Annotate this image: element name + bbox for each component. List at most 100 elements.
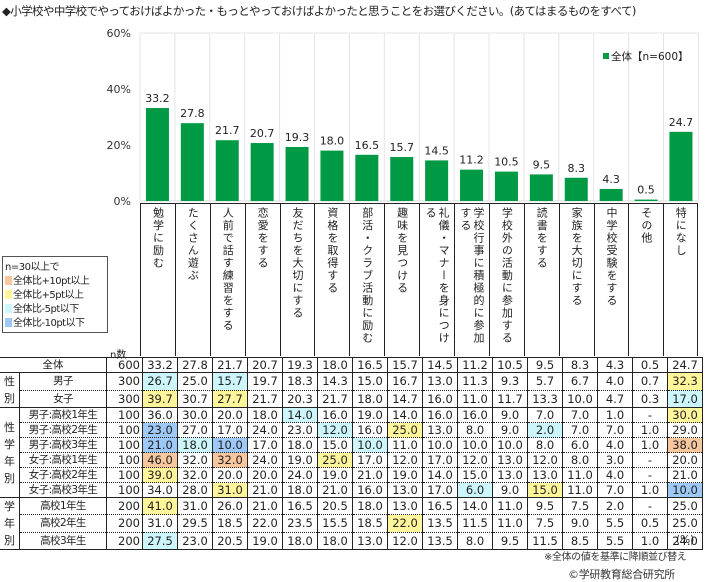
value-cell: 18.0	[282, 482, 318, 498]
value-cell: 33.2	[142, 357, 178, 373]
bar-chart: 0% 20% 40% 60% 33.2 27.8 21.7 20.7 19.3 18.0 16.5…	[107, 27, 699, 208]
value-cell: 30.0	[667, 407, 703, 423]
n-count: 100	[106, 482, 143, 498]
value-cell: 11.0	[562, 467, 598, 483]
value-cell: 20.7	[247, 357, 283, 373]
value-cell: 10.0	[457, 437, 493, 453]
value-cell: 11.2	[457, 357, 493, 373]
n-count: 300	[106, 372, 143, 390]
group-label-text: 性別	[4, 375, 15, 405]
value-cell: 14.0	[387, 407, 423, 423]
value-cell: 7.0	[562, 422, 598, 438]
value-cell: 11.0	[492, 496, 528, 515]
value-cell: 10.0	[212, 437, 248, 453]
value-cell: 6.0	[562, 437, 598, 453]
category-label: 学校行事に積極的に参加する	[454, 204, 489, 356]
value-cell: 7.0	[527, 407, 563, 423]
value-cell: 24.0	[667, 531, 703, 551]
table-row: 高校2年生 200 31.0 29.5 18.5 22.0 23.5 15.5 18.5 22.0…	[0, 514, 703, 533]
bar-value-label: 9.5	[533, 158, 551, 171]
value-cell: 16.0	[422, 389, 458, 408]
value-cell: 9.5	[527, 496, 563, 515]
n-count: 200	[106, 531, 143, 551]
value-cell: 8.3	[562, 357, 598, 373]
row-label: 男子	[19, 372, 107, 390]
value-cell: 14.0	[422, 467, 458, 483]
bar-value-label: 8.3	[568, 162, 586, 175]
bar-value-label: 10.5	[494, 156, 519, 169]
value-cell: 11.0	[387, 437, 423, 453]
value-cell: 19.0	[247, 531, 283, 551]
value-cell: 16.5	[352, 357, 388, 373]
sort-note: ※全体の値を基準に降順並び替え	[544, 552, 687, 563]
key-label: 全体比+5pt以上	[13, 290, 84, 301]
value-cell: 23.0	[142, 422, 178, 438]
table-row: 男子:高校2年生 100 23.0 27.0 17.0 24.0 23.0 12.0 16.0 2…	[0, 422, 703, 438]
value-cell: 23.0	[177, 531, 213, 551]
value-cell: 21.0	[247, 482, 283, 498]
value-cell: 11.3	[457, 372, 493, 390]
value-cell: 21.0	[317, 482, 353, 498]
value-cell: 19.0	[387, 467, 423, 483]
value-cell: 32.0	[212, 452, 248, 468]
row-label: 高校3年生	[19, 531, 107, 551]
table-row: 全体 600 33.2 27.8 21.7 20.7 19.3 18.0 16.5 15.7 14.…	[0, 357, 703, 373]
chart-legend: 全体【n=600】	[603, 49, 689, 64]
value-cell: 17.0	[667, 389, 703, 408]
row-label: 高校1年生	[19, 496, 107, 515]
value-cell: 24.0	[247, 452, 283, 468]
value-cell: 14.0	[457, 496, 493, 515]
group-label: 性別	[0, 372, 20, 408]
category-text: 趣味を見つける	[395, 207, 409, 295]
category-text: 勉学に励む	[151, 207, 165, 270]
value-cell: 18.0	[352, 496, 388, 515]
category-text: 恋愛をする	[256, 207, 270, 270]
value-cell: 16.0	[422, 407, 458, 423]
value-cell: 7.0	[562, 407, 598, 423]
value-cell: 20.0	[667, 452, 703, 468]
survey-question-title: ◆小学校や中学校でやっておけばよかった・もっとやっておけばよかったと思うことをお…	[2, 4, 636, 18]
value-cell: 2.0	[527, 422, 563, 438]
bar	[494, 171, 518, 201]
category-text: 中学校受験をする	[605, 207, 619, 307]
value-cell: 29.5	[177, 514, 213, 533]
table-row: 女子:高校2年生 100 39.0 32.0 20.0 20.0 24.0 19.0 21.0 1…	[0, 467, 703, 483]
group-label-text: 性学年別	[4, 420, 15, 485]
bar	[564, 177, 588, 201]
value-cell: 13.0	[492, 467, 528, 483]
value-cell: 11.7	[492, 389, 528, 408]
value-cell: 2.0	[597, 496, 633, 515]
value-cell: 0.7	[632, 372, 668, 390]
category-text: たくさん遊ぶ	[186, 207, 200, 282]
category-text: 友だちを大切にする	[291, 207, 304, 320]
category-label: 趣味を見つける	[384, 204, 419, 356]
n-count: 100	[106, 407, 143, 423]
value-cell: 5.7	[527, 372, 563, 390]
table-row: 性学年別 男子:高校1年生 100 36.0 30.0 20.0 18.0 14.0 16.0 1…	[0, 407, 703, 498]
legend-label: 全体【n=600】	[611, 51, 689, 63]
value-cell: 21.7	[317, 389, 353, 408]
value-cell: 27.7	[212, 389, 248, 408]
value-cell: -	[632, 496, 668, 515]
value-cell: 7.0	[597, 422, 633, 438]
value-cell: 18.0	[282, 437, 318, 453]
value-cell: 3.0	[597, 452, 633, 468]
key-heading: n=30以上で	[5, 262, 59, 273]
value-cell: 17.0	[212, 422, 248, 438]
bar	[529, 174, 553, 201]
y-axis-ticks: 0% 20% 40% 60%	[107, 27, 131, 208]
value-cell: 27.5	[142, 531, 178, 551]
category-label: 家族を大切にする	[558, 204, 594, 356]
value-cell: 39.0	[142, 467, 178, 483]
value-cell: 17.0	[422, 452, 458, 468]
value-cell: 13.0	[387, 482, 423, 498]
table-row: 女子 300 39.7 30.7 27.7 21.7 20.3 21.7 18.0 14.7 16.…	[0, 389, 703, 408]
value-cell: 27.8	[177, 357, 213, 373]
group-label: 性学年別	[0, 407, 20, 498]
bar	[215, 140, 239, 201]
value-cell: 25.0	[667, 496, 703, 515]
category-label: 学校外の活動に参加する	[488, 204, 524, 356]
value-cell: 9.0	[492, 482, 528, 498]
category-text: 特になし	[674, 207, 688, 257]
row-label: 全体	[0, 357, 107, 373]
